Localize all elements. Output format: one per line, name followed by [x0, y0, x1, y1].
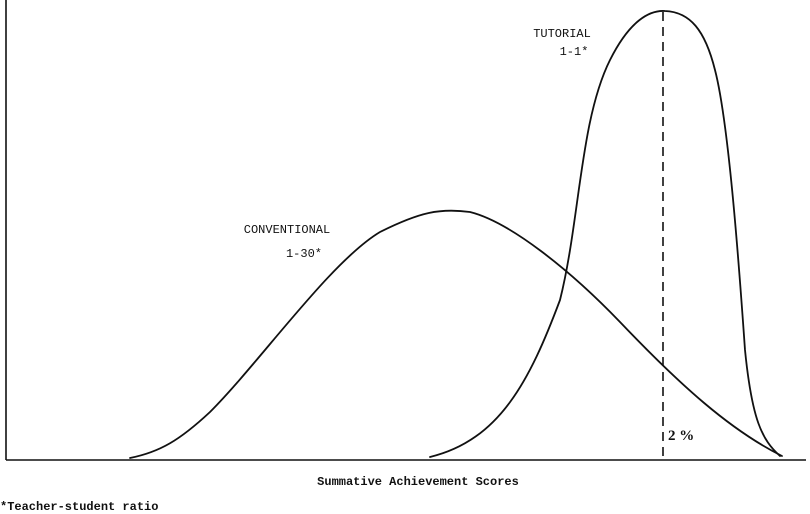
series-sublabel-conventional: 1-30*	[286, 247, 322, 261]
series-label-tutorial: TUTORIAL	[533, 27, 591, 41]
series-label-conventional: CONVENTIONAL	[244, 223, 330, 237]
annotation-percent: 2 %	[668, 428, 694, 444]
series-sublabel-tutorial: 1-1*	[560, 45, 589, 59]
series-tutorial-curve	[429, 10, 781, 458]
footnote: *Teacher-student ratio	[0, 500, 158, 514]
series-conventional-curve	[129, 209, 783, 459]
x-axis-label: Summative Achievement Scores	[317, 475, 519, 489]
